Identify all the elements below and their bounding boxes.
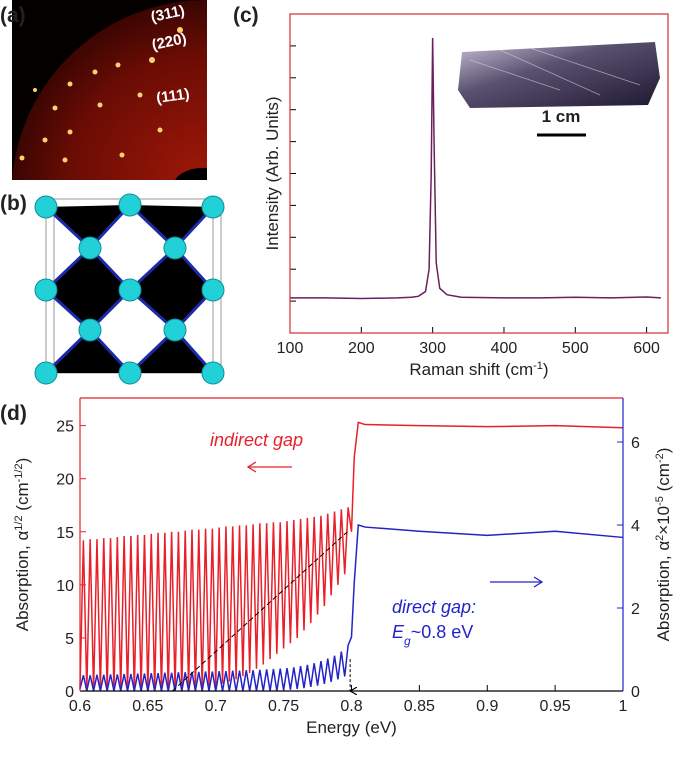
data-line [290, 37, 661, 300]
x-tick-label: 1 [619, 698, 628, 715]
annotation-part: g [404, 634, 411, 648]
y-axis-label-part: 1/2 [13, 515, 25, 530]
y2-axis-label: Absorption, α2×10-5 (cm-2) [654, 448, 673, 642]
y2-axis-label-part: -5 [654, 496, 666, 506]
panel-label: (a) [0, 4, 26, 27]
y2-tick-label: 2 [631, 601, 640, 618]
y-axis-label-part: (cm [13, 482, 32, 515]
y-axis-label-part: Absorption, α [13, 531, 32, 632]
x-tick-label: 200 [348, 340, 375, 357]
panel-label: (b) [0, 192, 27, 215]
annotation-part: ~0.8 eV [411, 622, 474, 642]
y-tick-label: 20 [56, 472, 74, 489]
x-axis-label: Raman shift (cm-1) [409, 360, 548, 379]
x-tick-label: 500 [562, 340, 589, 357]
diffraction-pattern: (311) (220) (111) [12, 0, 207, 180]
x-tick-label: 0.75 [268, 698, 299, 715]
crystal-photo: 1 cm [458, 42, 660, 137]
panel-label: (c) [233, 4, 259, 27]
x-tick-label: 0.6 [69, 698, 91, 715]
y2-axis-label-part: ) [654, 448, 673, 454]
x-axis-label: Energy (eV) [306, 718, 397, 737]
y2-axis-label-part: Absorption, α [654, 541, 673, 642]
miller-index: (311) [149, 2, 186, 26]
y-axis-label-part: -1/2 [13, 463, 25, 482]
x-tick-label: 0.65 [132, 698, 163, 715]
x-tick-label: 0.85 [404, 698, 435, 715]
y2-axis-label-part: 2 [654, 535, 666, 541]
y-axis-label: Intensity (Arb. Units) [263, 97, 282, 251]
annotation: direct gap: [392, 597, 476, 617]
y-tick-label: 25 [56, 419, 74, 436]
data-line [79, 523, 624, 692]
miller-index: (111) [155, 85, 190, 106]
x-tick-label: 0.95 [540, 698, 571, 715]
x-tick-label: 100 [277, 340, 304, 357]
y2-axis-label-part: -2 [654, 453, 666, 463]
frame [289, 13, 669, 334]
y-tick-label: 5 [65, 631, 74, 648]
miller-index: (220) [150, 30, 188, 54]
x-axis-label-part: Raman shift (cm [409, 360, 533, 379]
x-tick-label: 600 [633, 340, 660, 357]
annotation: indirect gap [210, 430, 303, 450]
y2-axis-label-part: ×10 [654, 506, 673, 535]
y-axis-label-part: ) [13, 458, 32, 464]
x-axis-label-part: -1 [533, 360, 543, 372]
annotation: Eg~0.8 eV [392, 622, 473, 648]
x-tick-label: 0.9 [476, 698, 498, 715]
y2-tick-label: 6 [631, 435, 640, 452]
x-tick-label: 300 [419, 340, 446, 357]
crystal-structure [34, 193, 225, 385]
panel-label: (d) [0, 402, 27, 425]
annotation-part: E [392, 622, 405, 642]
y2-tick-label: 4 [631, 518, 640, 535]
scale-label: 1 cm [542, 107, 581, 126]
y2-axis-label-part: (cm [654, 463, 673, 496]
x-axis-label-part: Energy (eV) [306, 718, 397, 737]
y2-tick-label: 0 [631, 684, 640, 701]
annotation-arrow [533, 576, 544, 588]
x-axis-label-part: ) [543, 360, 549, 379]
y-axis-label-part: Intensity (Arb. Units) [263, 97, 282, 251]
annotation-arrow [246, 461, 257, 473]
x-tick-label: 400 [491, 340, 518, 357]
y-tick-label: 15 [56, 525, 74, 542]
y-tick-label: 0 [65, 684, 74, 701]
y-axis-label: Absorption, α1/2 (cm-1/2) [13, 458, 32, 632]
y-tick-label: 10 [56, 578, 74, 595]
x-tick-label: 0.8 [340, 698, 362, 715]
data-line [79, 421, 624, 692]
x-tick-label: 0.7 [205, 698, 227, 715]
